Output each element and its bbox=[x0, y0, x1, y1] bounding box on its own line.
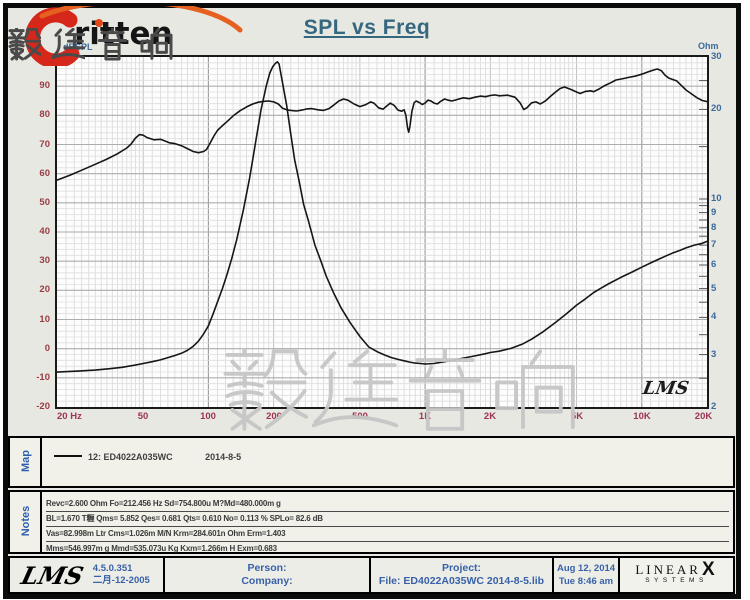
y-left-tick--20: -20 bbox=[36, 401, 50, 412]
page-title: SPL vs Freq bbox=[303, 16, 431, 39]
notes-line-2: BL=1.670 T糎 Qms= 5.852 Qes= 0.681 Qts= 0… bbox=[46, 512, 729, 527]
linearx-logo: LINEAR X bbox=[635, 558, 718, 580]
footer-project-cell: Project: File: ED4022A035WC 2014-8-5.lib bbox=[371, 558, 554, 592]
software-version-date: 二月-12-2005 bbox=[92, 575, 150, 586]
x-tick-10K: 10K bbox=[633, 411, 651, 422]
file-name: File: ED4022A035WC 2014-8-5.lib bbox=[378, 575, 545, 587]
y-left-tick-40: 40 bbox=[39, 226, 50, 237]
curve-impedance bbox=[57, 61, 707, 373]
x-tick-20K: 20K bbox=[694, 411, 713, 422]
y-left-tick-80: 80 bbox=[39, 109, 50, 120]
x-tick-20 Hz: 20 Hz bbox=[57, 411, 82, 422]
notes-line-4: Mms=546.997m g Mmd=535.073u Kg Kxm=1.266… bbox=[46, 542, 729, 557]
cjk-char-音 bbox=[97, 28, 128, 61]
linearx-letters: LINEAR bbox=[635, 561, 701, 577]
y-right-tick-8: 8 bbox=[711, 222, 717, 233]
software-version: 4.5.0.351 bbox=[92, 563, 133, 574]
spl-vs-freq-plot bbox=[55, 55, 709, 409]
map-panel: Map 12: ED4022A035WC 2014-8-5 bbox=[8, 436, 735, 488]
y-left-tick-0: 0 bbox=[44, 343, 50, 354]
lms-logo-script: LMS bbox=[18, 560, 87, 590]
x-tick-1K: 1K bbox=[418, 411, 432, 422]
cjk-char-廷 bbox=[52, 28, 85, 60]
cjk-char-响 bbox=[140, 28, 173, 60]
outer-frame: SPL vs Freq dBSPL Ohm 100 90 80 70 60 50 40 30 2… bbox=[3, 0, 741, 599]
notes-side-strip: Notes bbox=[10, 492, 42, 552]
x-tick-500: 500 bbox=[352, 411, 368, 422]
x-tick-100: 100 bbox=[200, 411, 216, 422]
x-tick-50: 50 bbox=[137, 411, 149, 422]
y-right-tick-30: 30 bbox=[711, 51, 722, 62]
linearx-x: X bbox=[701, 558, 718, 580]
footer-date-cell: Aug 12, 2014 Tue 8:46 am bbox=[554, 558, 620, 592]
curve-spl bbox=[57, 68, 707, 181]
y-left-tick-10: 10 bbox=[39, 314, 50, 325]
y-left-tick-20: 20 bbox=[39, 284, 50, 295]
curve-legend: 12: ED4022A035WC 2014-8-5 bbox=[54, 452, 241, 466]
company-label: Company: bbox=[241, 575, 293, 587]
x-tick-2K: 2K bbox=[483, 411, 497, 422]
x-tick-200: 200 bbox=[266, 411, 282, 422]
y-right-tick-4: 4 bbox=[711, 311, 717, 322]
map-side-strip: Map bbox=[10, 438, 42, 486]
lms-plot-mark: LMS bbox=[641, 378, 691, 399]
map-panel-label: Map bbox=[20, 450, 32, 472]
footer-linearx-cell: LINEAR X SYSTEMS bbox=[620, 558, 733, 592]
notes-panel: Notes Revc=2.600 Ohm Fo=212.456 Hz Sd=75… bbox=[8, 490, 735, 557]
person-label: Person: bbox=[247, 562, 287, 574]
print-date: Aug 12, 2014 bbox=[556, 563, 616, 574]
y-right-tick-10: 10 bbox=[711, 193, 722, 204]
footer-bar: LMS 4.5.0.351 二月-12-2005 Person: Company… bbox=[8, 556, 735, 594]
print-time: Tue 8:46 am bbox=[558, 576, 614, 587]
y-right-tick-20: 20 bbox=[711, 103, 722, 114]
legend-date: 2014-8-5 bbox=[205, 452, 242, 462]
cjk-char-毅 bbox=[8, 28, 41, 61]
y-right-tick-9: 9 bbox=[711, 207, 717, 218]
notes-parameter-lines: Revc=2.600 Ohm Fo=212.456 Hz Sd=754.800u… bbox=[46, 497, 729, 557]
y-right-tick-3: 3 bbox=[711, 349, 717, 360]
y-left-tick-50: 50 bbox=[39, 197, 50, 208]
linearx-systems: SYSTEMS bbox=[645, 576, 708, 584]
y-right-axis-unit: Ohm bbox=[698, 41, 719, 51]
legend-line-swatch bbox=[54, 455, 82, 457]
y-left-tick-60: 60 bbox=[39, 168, 50, 179]
footer-version-cell: LMS 4.5.0.351 二月-12-2005 bbox=[10, 558, 165, 592]
y-left-tick--10: -10 bbox=[36, 372, 50, 383]
notes-line-1: Revc=2.600 Ohm Fo=212.456 Hz Sd=754.800u… bbox=[46, 497, 729, 512]
y-right-tick-7: 7 bbox=[711, 239, 717, 250]
notes-line-3: Vas=82.998m Ltr Cms=1.026m M/N Krm=284.6… bbox=[46, 527, 729, 542]
y-right-tick-5: 5 bbox=[711, 283, 717, 294]
y-left-tick-30: 30 bbox=[39, 255, 50, 266]
y-right-tick-6: 6 bbox=[711, 259, 717, 270]
y-left-tick-90: 90 bbox=[39, 80, 50, 91]
legend-index: 12: bbox=[88, 452, 102, 462]
legend-name: ED4022A035WC bbox=[103, 452, 173, 462]
footer-person-cell: Person: Company: bbox=[165, 558, 371, 592]
y-left-tick-70: 70 bbox=[39, 139, 50, 150]
brand-logo: ritten bbox=[8, 0, 258, 70]
notes-panel-label: Notes bbox=[20, 505, 32, 537]
project-label: Project: bbox=[441, 562, 482, 574]
x-tick-5K: 5K bbox=[570, 411, 584, 422]
y-right-tick-2: 2 bbox=[711, 401, 717, 412]
logo-i-dot bbox=[95, 19, 103, 27]
plot-canvas bbox=[57, 57, 707, 407]
